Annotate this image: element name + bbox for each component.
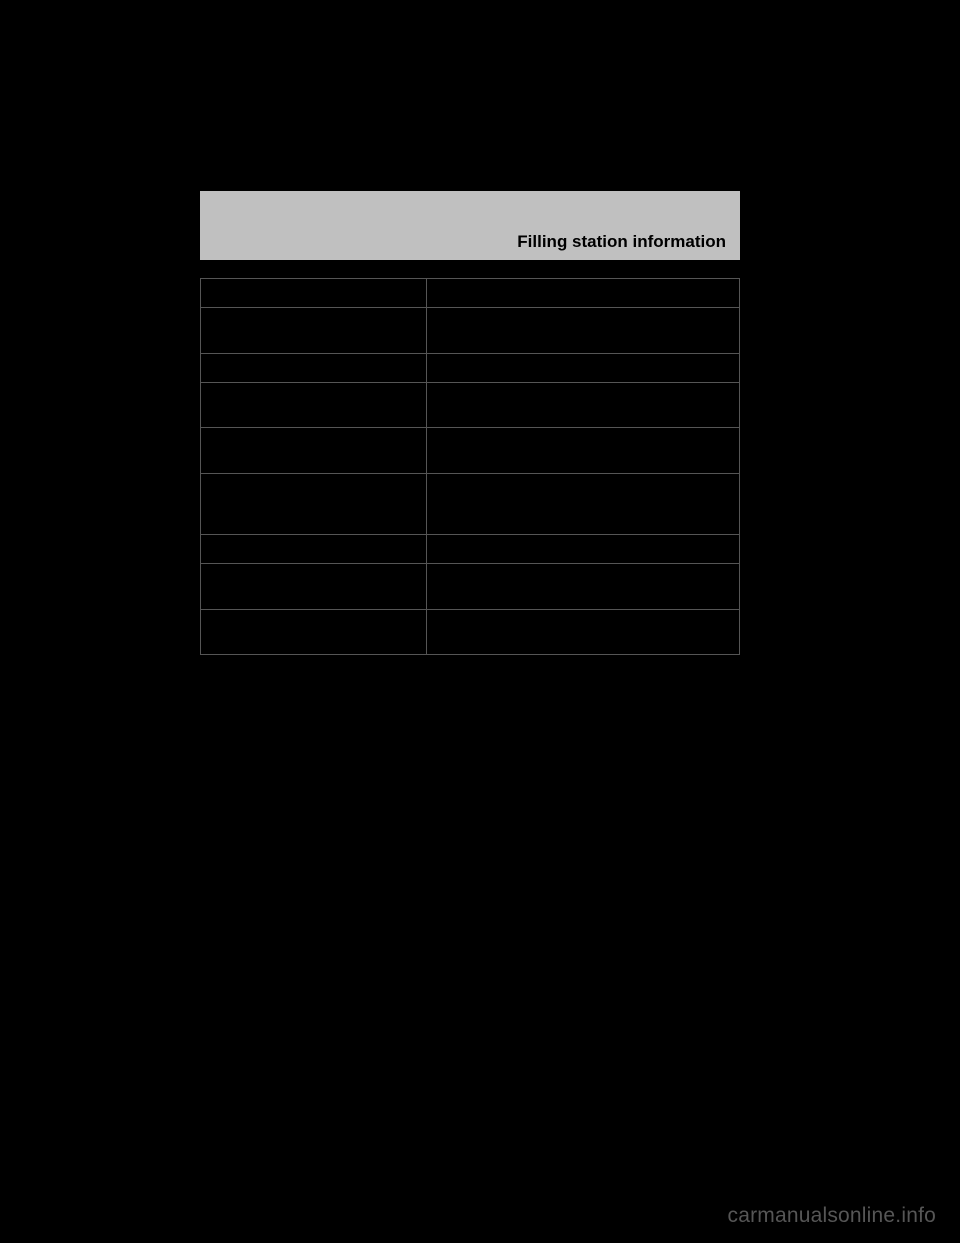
table-row: Power steering fluid capacity Fill betwe… (201, 564, 739, 609)
table-row: Engine oil capacity (with filter change)… (201, 383, 739, 428)
row-value: 13.7L (14.4 quarts) (427, 535, 739, 563)
row-label: Power steering fluid capacity (201, 564, 427, 608)
row-value: Refer to the Certification Label inside … (427, 428, 739, 472)
table-row: Tire size and pressure Refer to the Cert… (201, 428, 739, 473)
row-value: Refer to Octane recommendations in the M… (427, 308, 739, 352)
page-number: 208 (460, 1229, 480, 1243)
table-header-row: Item Information (201, 279, 739, 308)
table-row: Fuel tank capacity 68.1L (18 gallons) (201, 354, 739, 383)
row-value: Pull handle under the left side of the i… (427, 474, 739, 535)
row-label: Coolant capacity-4.6L engine (201, 535, 427, 563)
table-row: Coolant capacity-4.6L engine 13.7L (14.4… (201, 535, 739, 564)
row-label: Hood release (201, 474, 427, 535)
row-label: Fuel tank capacity (201, 354, 427, 382)
table-row: Hood release Pull handle under the left … (201, 474, 739, 536)
info-table: Item Information Required fuel Refer to … (200, 278, 740, 655)
row-label: Automatic transmission fluid capacity (201, 610, 427, 654)
page-container: Filling station information Item Informa… (200, 190, 740, 655)
row-value: 12.8L (13.5 quarts). Use Motorcraft MERC… (427, 610, 739, 654)
table-row: Automatic transmission fluid capacity 12… (201, 610, 739, 654)
page-title: Filling station information (517, 232, 726, 252)
table-row: Required fuel Refer to Octane recommenda… (201, 308, 739, 353)
row-label: Tire size and pressure (201, 428, 427, 472)
table-header-info: Information (427, 279, 739, 307)
watermark-text: carmanualsonline.info (728, 1204, 937, 1228)
table-header-item: Item (201, 279, 427, 307)
row-value: 4.7L (5.0 quarts). Use Motorcraft 5W-20 … (427, 383, 739, 427)
row-value: 68.1L (18 gallons) (427, 354, 739, 382)
row-label: Engine oil capacity (with filter change)… (201, 383, 427, 427)
row-value: Fill between MIN and MAX lines on reserv… (427, 564, 739, 608)
page-header: Filling station information (200, 190, 740, 260)
row-label: Required fuel (201, 308, 427, 352)
